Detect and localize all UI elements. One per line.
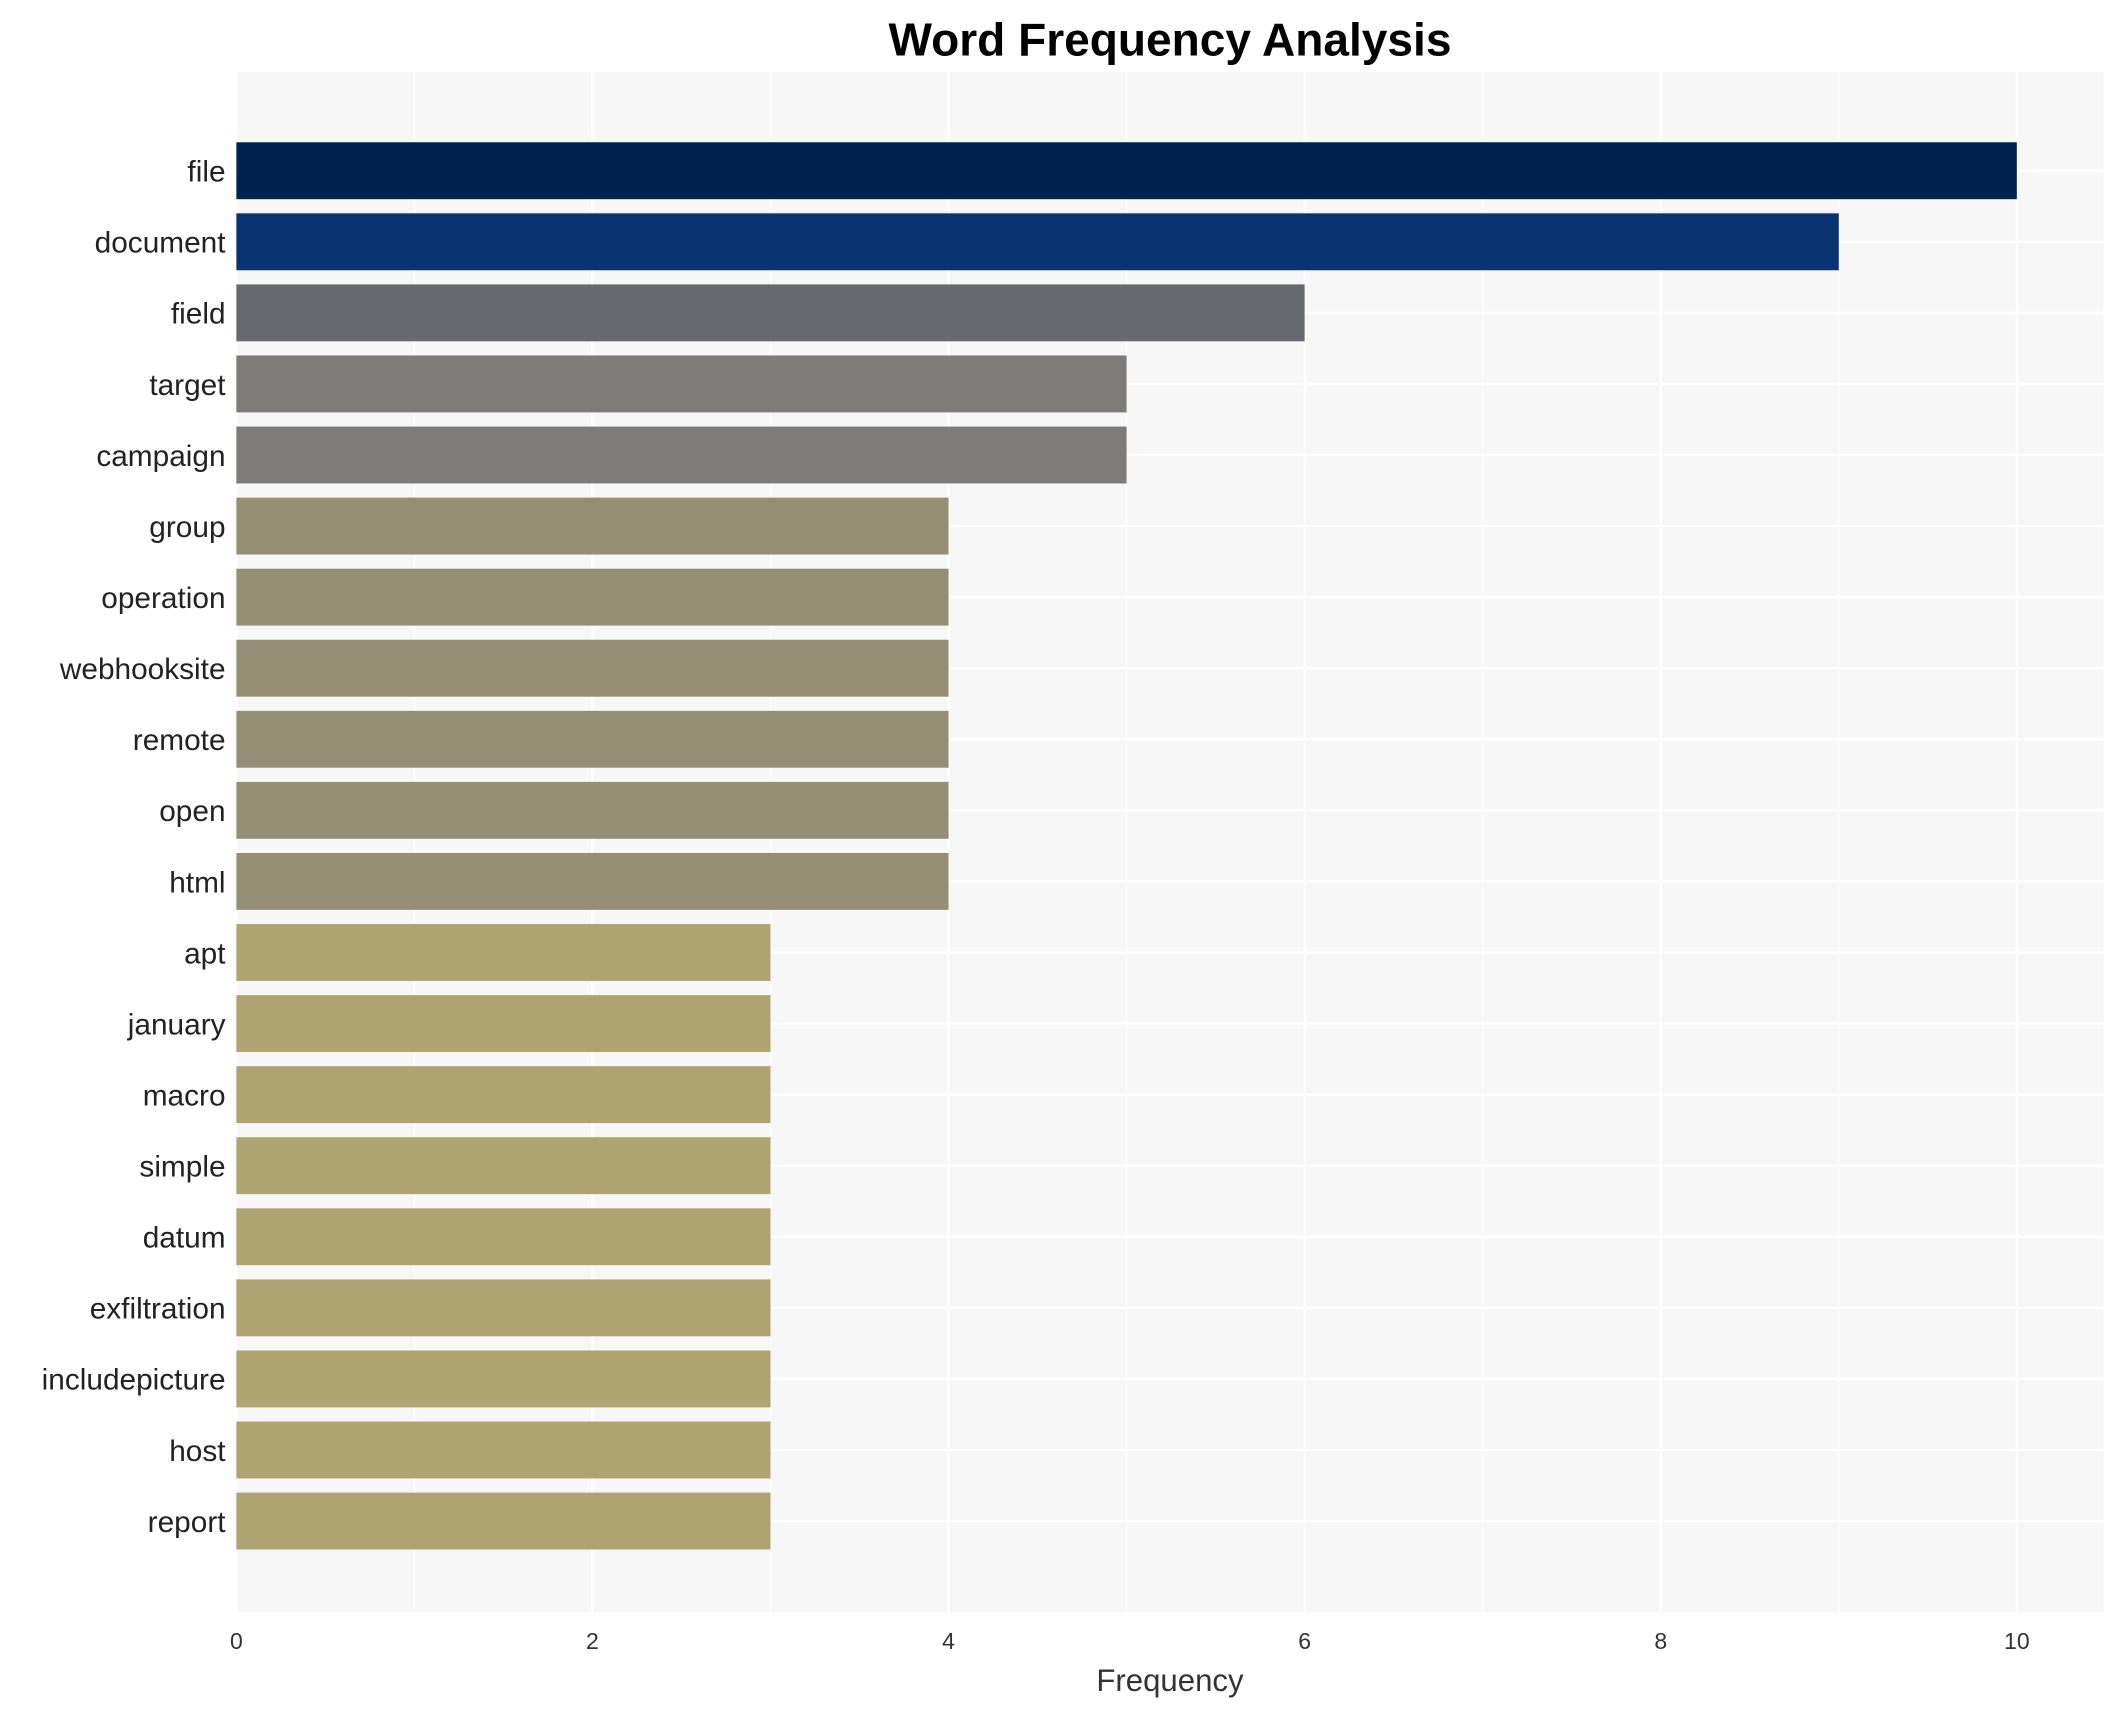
bar-field [236, 284, 1305, 342]
bar-exfiltration [236, 1279, 771, 1337]
x-tick-label: 10 [2004, 1628, 2030, 1654]
y-tick-label: operation [101, 582, 225, 615]
y-tick-label: remote [133, 724, 226, 757]
x-tick-label: 8 [1654, 1628, 1667, 1654]
y-tick-labels: file document field target campaign group oper… [42, 156, 227, 1539]
y-tick-label: campaign [96, 440, 225, 473]
y-tick-label: open [159, 795, 225, 828]
bars [236, 142, 2017, 1550]
bar-document [236, 213, 1839, 271]
bar-includepicture [236, 1350, 771, 1408]
bar-campaign [236, 426, 1127, 484]
y-tick-label: field [171, 298, 226, 331]
x-tick-label: 4 [942, 1628, 955, 1654]
y-tick-label: document [95, 227, 227, 260]
y-tick-label: host [169, 1435, 226, 1468]
x-tick-label: 2 [586, 1628, 599, 1654]
y-tick-label: group [149, 511, 225, 544]
chart-title: Word Frequency Analysis [888, 14, 1451, 66]
x-axis-label: Frequency [1096, 1663, 1244, 1698]
bar-open [236, 781, 949, 839]
y-tick-label: datum [143, 1222, 226, 1255]
y-tick-label: webhooksite [59, 653, 226, 686]
bar-target [236, 355, 1127, 413]
bar-datum [236, 1208, 771, 1266]
y-tick-label: january [127, 1008, 226, 1041]
bar-january [236, 995, 771, 1053]
bar-file [236, 142, 2017, 200]
x-tick-label: 0 [230, 1628, 243, 1654]
bar-report [236, 1492, 771, 1550]
y-tick-label: html [169, 866, 225, 899]
x-tick-labels: 0 2 4 6 8 10 [230, 1628, 2030, 1654]
y-tick-label: apt [184, 937, 226, 970]
bar-host [236, 1421, 771, 1479]
bar-apt [236, 924, 771, 981]
y-tick-label: includepicture [42, 1364, 226, 1397]
bar-html [236, 852, 949, 910]
bar-remote [236, 710, 949, 768]
bar-operation [236, 568, 949, 626]
y-tick-label: exfiltration [90, 1293, 226, 1326]
bar-webhooksite [236, 639, 949, 697]
y-tick-label: file [187, 156, 225, 189]
y-tick-label: simple [139, 1151, 225, 1184]
bar-simple [236, 1137, 771, 1195]
x-tick-label: 6 [1298, 1628, 1311, 1654]
y-tick-label: macro [143, 1079, 226, 1112]
bar-macro [236, 1066, 771, 1124]
y-tick-label: report [148, 1506, 227, 1539]
bar-group [236, 497, 949, 555]
y-tick-label: target [149, 369, 226, 402]
